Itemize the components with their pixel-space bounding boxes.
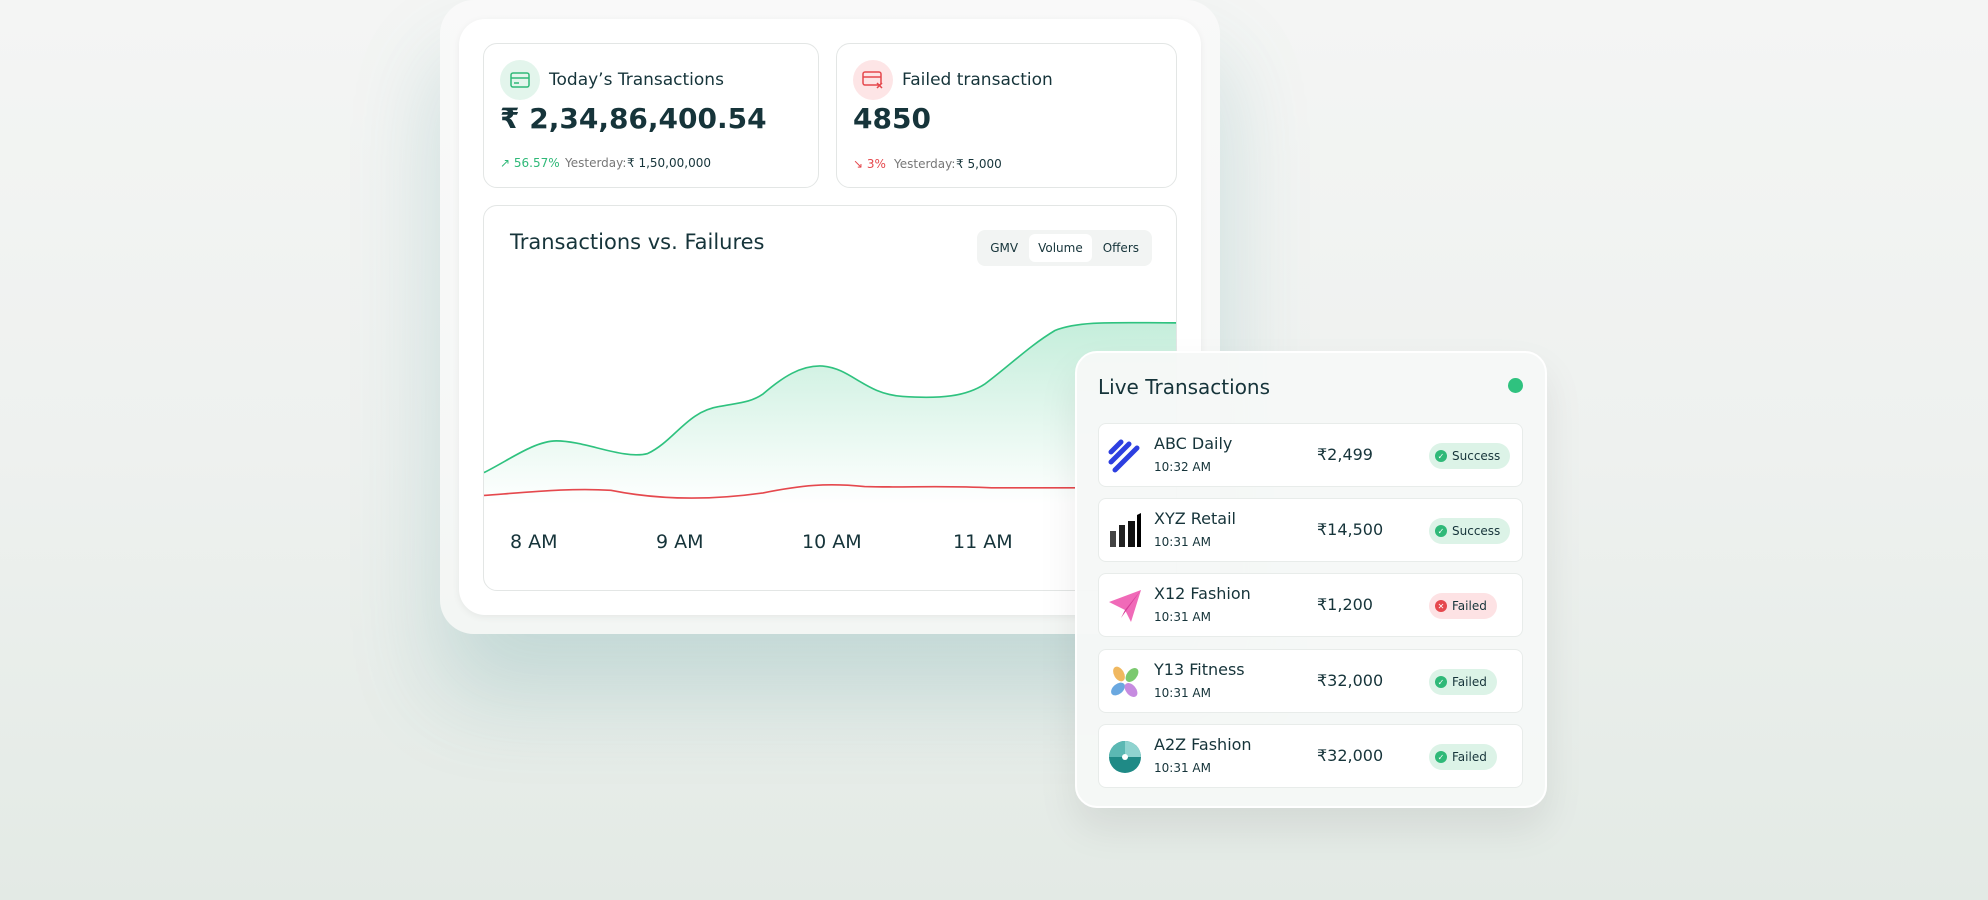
- card-change: ↗ 56.57%: [500, 156, 560, 170]
- amount: ₹32,000: [1317, 671, 1384, 690]
- merchant-logo: [1109, 590, 1141, 622]
- stat-card: Failed transaction 4850 ↘ 3% Yesterday: …: [836, 43, 1177, 188]
- tab[interactable]: GMV: [990, 241, 1019, 255]
- transactions-line: [484, 321, 1176, 474]
- time: 10:32 AM: [1154, 460, 1211, 474]
- x-label: 10 AM: [802, 531, 862, 553]
- transaction-row[interactable]: Y13 Fitness 10:31 AM ₹32,000 ✓ Failed: [1098, 649, 1523, 713]
- card-change: ↘ 3%: [853, 157, 886, 171]
- change-value: 3%: [866, 157, 886, 171]
- time: 10:31 AM: [1154, 686, 1211, 700]
- transaction-row[interactable]: ABC Daily 10:32 AM ₹2,499 ✓ Success: [1098, 423, 1523, 487]
- card-glyph: [510, 72, 530, 88]
- amount: ₹1,200: [1317, 595, 1373, 614]
- x-label: 9 AM: [656, 531, 704, 553]
- status-text: Failed: [1452, 599, 1487, 613]
- area-fill: [484, 322, 1176, 505]
- live-indicator: [1508, 378, 1523, 393]
- chart-card: Transactions vs. Failures GMV Volume Off…: [483, 205, 1177, 591]
- transaction-row[interactable]: A2Z Fashion 10:31 AM ₹32,000 ✓ Failed: [1098, 724, 1523, 788]
- live-title: Live Transactions: [1098, 375, 1271, 399]
- yesterday-value: ₹ 1,50,00,000: [627, 156, 711, 170]
- card-title: Today’s Transactions: [549, 70, 724, 90]
- live-panel: Live Transactions ABC Daily 10:32 AM ₹2,…: [1075, 351, 1547, 808]
- x-label: 8 AM: [510, 531, 558, 553]
- stat-card: Today’s Transactions ₹ 2,34,86,400.54 ↗ …: [483, 43, 819, 188]
- card-glyph: [862, 71, 883, 89]
- merchant-name: ABC Daily: [1154, 434, 1233, 453]
- status-text: Failed: [1452, 750, 1487, 764]
- merchant-logo: [1109, 741, 1141, 773]
- tab[interactable]: Offers: [1102, 241, 1139, 255]
- chart-graphic: [484, 321, 1176, 505]
- chart-title: Transactions vs. Failures: [510, 230, 765, 254]
- change-value: 56.57%: [513, 156, 560, 170]
- time: 10:31 AM: [1154, 535, 1211, 549]
- card-value: 4850: [853, 102, 931, 135]
- amount: ₹14,500: [1317, 520, 1384, 539]
- status-text: Failed: [1452, 675, 1487, 689]
- merchant-name: XYZ Retail: [1154, 509, 1236, 528]
- status-badge: ✓ Failed: [1429, 669, 1497, 695]
- yesterday-label: Yesterday:: [894, 157, 956, 171]
- failures-line: [484, 483, 1077, 499]
- amount: ₹2,499: [1317, 445, 1373, 464]
- merchant-logo: [1110, 513, 1141, 547]
- yesterday-label: Yesterday:: [565, 156, 627, 170]
- x-label: 11 AM: [953, 531, 1013, 553]
- card-value: ₹ 2,34,86,400.54: [500, 102, 767, 135]
- time: 10:31 AM: [1154, 761, 1211, 775]
- card-title: Failed transaction: [902, 70, 1053, 90]
- status-badge: ✓ Success: [1429, 443, 1511, 469]
- status-text: Success: [1452, 449, 1501, 463]
- time: 10:31 AM: [1154, 610, 1211, 624]
- yesterday-value: ₹ 5,000: [956, 157, 1002, 171]
- tab[interactable]: Volume: [1029, 234, 1092, 262]
- transaction-row[interactable]: X12 Fashion 10:31 AM ₹1,200 ✕ Failed: [1098, 573, 1523, 637]
- card-icon: [500, 60, 540, 100]
- tab-group: GMV Volume Offers: [977, 230, 1152, 266]
- status-text: Success: [1452, 524, 1501, 538]
- merchant-name: A2Z Fashion: [1154, 735, 1252, 754]
- card-icon: [853, 60, 893, 100]
- status-badge: ✓ Failed: [1429, 744, 1497, 770]
- status-badge: ✕ Failed: [1429, 593, 1497, 619]
- merchant-logo: [1108, 439, 1140, 473]
- transaction-row[interactable]: XYZ Retail 10:31 AM ₹14,500 ✓ Success: [1098, 498, 1523, 562]
- merchant-name: Y13 Fitness: [1154, 660, 1245, 679]
- merchant-name: X12 Fashion: [1154, 584, 1251, 603]
- status-badge: ✓ Success: [1429, 518, 1511, 544]
- merchant-logo: [1111, 666, 1139, 697]
- amount: ₹32,000: [1317, 746, 1384, 765]
